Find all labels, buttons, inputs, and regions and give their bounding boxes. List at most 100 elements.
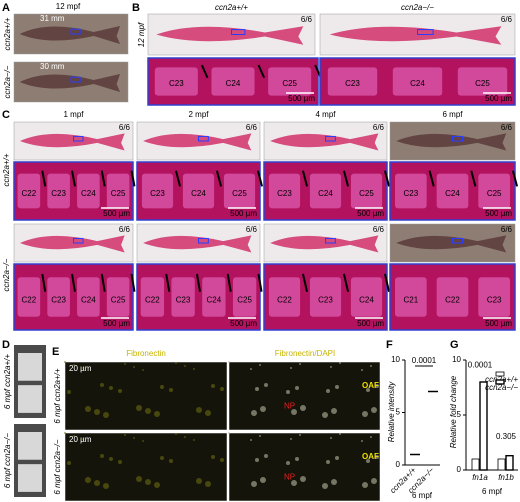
signal bbox=[330, 366, 332, 368]
arrow bbox=[383, 170, 391, 187]
count-label: 6/6 bbox=[501, 123, 513, 132]
vertebra-label: C23 bbox=[318, 295, 333, 304]
signal bbox=[133, 437, 135, 439]
fish-skeleton bbox=[270, 133, 379, 151]
signal bbox=[361, 440, 363, 442]
arrow bbox=[100, 273, 106, 292]
arrow bbox=[342, 273, 350, 292]
signal bbox=[184, 365, 186, 367]
roi-box bbox=[325, 237, 336, 244]
signal bbox=[326, 389, 330, 393]
arrow bbox=[215, 170, 223, 187]
panel-label: A bbox=[2, 2, 10, 14]
signal bbox=[291, 409, 297, 415]
x-tick-label: fn1a bbox=[472, 473, 488, 482]
signal bbox=[136, 405, 142, 411]
vertebra-label: C25 bbox=[111, 189, 126, 198]
p-value: 0.305 bbox=[496, 432, 517, 441]
column-label: 4 mpf bbox=[315, 110, 336, 119]
arrow bbox=[257, 273, 263, 292]
signal bbox=[67, 390, 71, 394]
y-tick-label: 5 bbox=[396, 408, 401, 417]
vertebra bbox=[436, 277, 469, 317]
vertebra bbox=[47, 277, 70, 317]
signal bbox=[259, 435, 261, 437]
signal bbox=[193, 439, 195, 441]
signal bbox=[228, 361, 230, 363]
arrow bbox=[41, 273, 47, 292]
micrograph bbox=[64, 361, 228, 431]
count-label: 6/6 bbox=[119, 225, 131, 234]
column-label: Fibronectin/DAPI bbox=[275, 349, 335, 358]
vertebra-label: C25 bbox=[111, 295, 126, 304]
arrow bbox=[256, 170, 264, 187]
scale-label: 500 µm bbox=[230, 319, 257, 328]
vertebra-label: C22 bbox=[22, 295, 37, 304]
signal bbox=[322, 412, 328, 418]
arrow bbox=[130, 170, 136, 187]
roi-box bbox=[417, 29, 434, 35]
row-label: ccn2a+/+ bbox=[2, 153, 11, 186]
vertebra bbox=[392, 67, 443, 96]
signal bbox=[339, 362, 341, 364]
signal bbox=[196, 478, 202, 484]
arrow bbox=[174, 170, 182, 187]
micrograph bbox=[228, 432, 381, 502]
arrow bbox=[301, 273, 309, 292]
arrow bbox=[100, 170, 106, 187]
legend-swatch bbox=[495, 371, 505, 377]
vertebra bbox=[268, 67, 312, 96]
row-label: ccn2a−/− bbox=[2, 258, 11, 291]
signal bbox=[67, 461, 71, 465]
signal bbox=[335, 385, 339, 389]
tag-label: NP bbox=[284, 401, 295, 410]
arrow bbox=[226, 273, 232, 292]
scale-label: 500 µm bbox=[103, 319, 130, 328]
tag-label: OAF bbox=[362, 452, 379, 461]
vertebra-label: C24 bbox=[226, 79, 241, 88]
length-label: 31 mm bbox=[40, 14, 65, 23]
roi-box bbox=[198, 237, 209, 244]
signal bbox=[145, 479, 151, 485]
panel-title: 12 mpf bbox=[56, 2, 81, 11]
vertebra-label: C24 bbox=[191, 189, 206, 198]
fish-skeleton bbox=[19, 235, 125, 253]
fish-skeleton bbox=[143, 235, 252, 253]
signal bbox=[109, 457, 113, 461]
fish-skeleton bbox=[396, 133, 507, 151]
micrograph bbox=[228, 361, 381, 431]
arrow bbox=[71, 273, 76, 292]
vertebra-label: C25 bbox=[237, 295, 252, 304]
count-label: 6/6 bbox=[246, 225, 258, 234]
panel-label: C bbox=[2, 109, 10, 121]
signal bbox=[295, 457, 299, 461]
fish-skeleton bbox=[143, 133, 252, 151]
bar bbox=[505, 455, 514, 471]
vertebra bbox=[18, 432, 42, 460]
signal bbox=[169, 459, 173, 463]
vertebra bbox=[395, 173, 427, 209]
row-label: Relative fold change bbox=[449, 375, 458, 448]
arrow bbox=[195, 273, 202, 292]
signal bbox=[142, 369, 144, 371]
scale-label: 500 µm bbox=[485, 319, 512, 328]
vertebra-label: C23 bbox=[169, 79, 184, 88]
scale-label: 500 µm bbox=[357, 209, 384, 218]
signal bbox=[220, 458, 224, 462]
signal bbox=[94, 409, 100, 415]
scale-label: 500 µm bbox=[485, 209, 512, 218]
signal bbox=[299, 434, 301, 436]
vertebra-label: C23 bbox=[51, 189, 66, 198]
vertebra-label: C23 bbox=[403, 189, 418, 198]
column-label: 6 mpf bbox=[442, 110, 463, 119]
signal bbox=[362, 482, 368, 488]
scale-label: 500 µm bbox=[485, 94, 512, 103]
signal bbox=[145, 408, 151, 414]
signal bbox=[211, 455, 215, 459]
fish-skeleton bbox=[270, 235, 379, 253]
arrow bbox=[511, 170, 519, 187]
vertebra-label: C22 bbox=[445, 295, 460, 304]
roi-box bbox=[452, 135, 463, 142]
vertebra bbox=[18, 385, 42, 413]
